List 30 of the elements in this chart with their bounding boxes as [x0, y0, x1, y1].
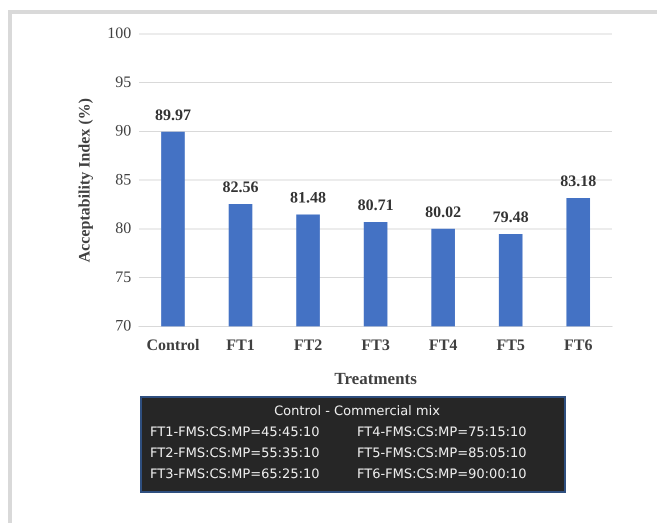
y-tick-label: 75 [115, 268, 132, 286]
x-tick-label: FT1 [226, 337, 255, 354]
x-tick-label: FT3 [361, 337, 390, 354]
x-tick-label: FT4 [428, 337, 458, 354]
text: FT2-FMS:CS:MP=55:35:10 [150, 445, 321, 463]
data-label: 81.48 [290, 190, 326, 207]
y-tick-label: 85 [115, 171, 132, 188]
y-tick-label: 100 [107, 25, 132, 42]
data-label: 83.18 [560, 173, 596, 190]
text: FT4-FMS:CS:MP=75:15:10 [357, 424, 528, 442]
data-label: 80.71 [358, 197, 394, 214]
x-tick-label: Control [146, 337, 200, 354]
text: FT5-FMS:CS:MP=85:05:10 [357, 445, 528, 463]
y-axis-title: Acceptability Index (%) [76, 98, 94, 262]
x-tick-label: FT2 [294, 337, 322, 354]
data-label: 80.02 [425, 204, 462, 221]
x-axis-title: Treatments [334, 369, 418, 388]
text: Control - Commercial mix [273, 404, 441, 419]
x-tick-label: FT5 [496, 337, 525, 354]
text: FT6-FMS:CS:MP=90:00:10 [357, 466, 528, 484]
y-tick-label: 70 [115, 318, 132, 335]
data-label: 82.56 [222, 179, 259, 196]
y-tick-label: 90 [115, 122, 132, 140]
y-tick-label: 80 [115, 220, 132, 238]
data-label: 79.48 [492, 209, 529, 226]
text: FT3-FMS:CS:MP=65:25:10 [150, 466, 321, 484]
x-tick-label: FT6 [564, 337, 592, 354]
text: FT1-FMS:CS:MP=45:45:10 [150, 424, 321, 442]
y-tick-label: 95 [115, 74, 132, 91]
data-label: 89.97 [154, 106, 191, 124]
